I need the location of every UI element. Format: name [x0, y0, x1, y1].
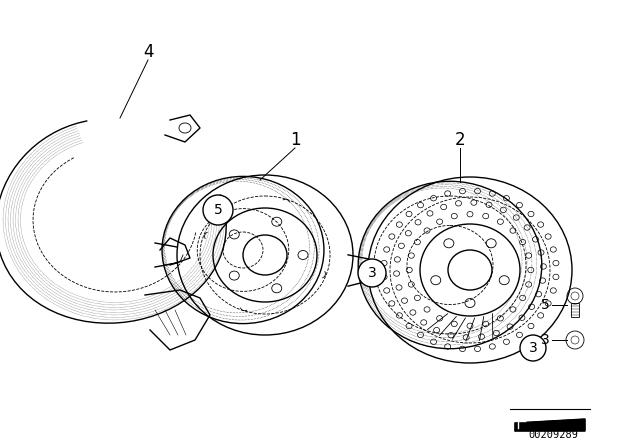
Bar	[571, 303, 579, 317]
Circle shape	[520, 335, 546, 361]
Circle shape	[203, 195, 233, 225]
Text: 1: 1	[290, 131, 300, 149]
Text: 4: 4	[143, 43, 153, 61]
Text: 3: 3	[367, 266, 376, 280]
Text: 2: 2	[454, 131, 465, 149]
Text: 5: 5	[541, 298, 549, 312]
Text: 5: 5	[214, 203, 222, 217]
Text: 3: 3	[529, 341, 538, 355]
Text: 3: 3	[541, 333, 549, 347]
Text: 00209289: 00209289	[528, 430, 578, 440]
Polygon shape	[515, 419, 585, 431]
Circle shape	[358, 259, 386, 287]
